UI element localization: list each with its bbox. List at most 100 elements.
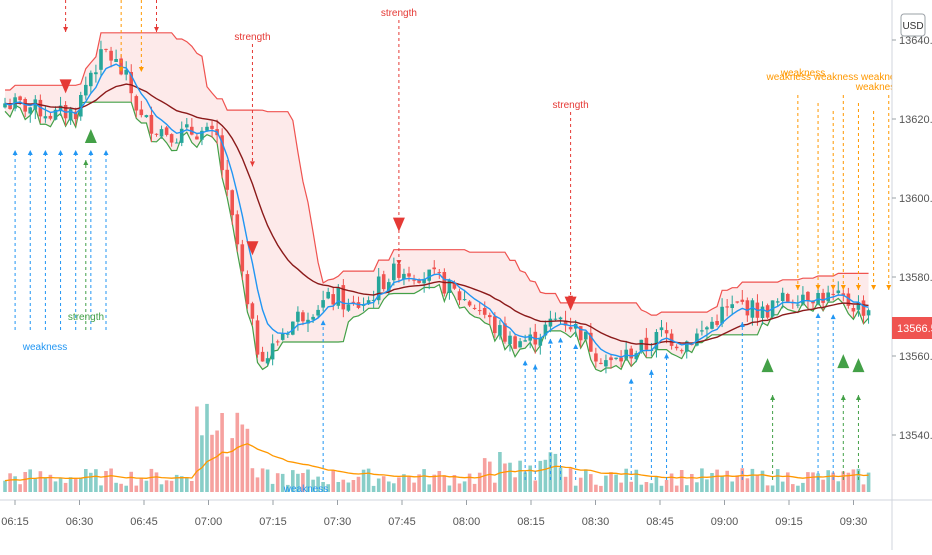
candle-body	[114, 59, 118, 62]
candle-body	[8, 103, 12, 109]
candle-body	[452, 282, 457, 289]
volume-bar	[63, 482, 68, 492]
volume-bar	[280, 473, 285, 492]
volume-bar	[205, 403, 209, 492]
candle-body	[326, 291, 330, 299]
candle-body	[826, 292, 830, 302]
volume-bar	[28, 469, 32, 492]
volume-bar	[649, 483, 654, 492]
volume-bar	[321, 482, 325, 492]
candle-body	[235, 214, 240, 245]
volume-bar	[301, 473, 305, 492]
volume-bar	[311, 479, 315, 492]
candle-body	[725, 306, 729, 308]
volume-bar	[210, 434, 214, 492]
band-fill	[5, 32, 869, 372]
candle-body	[624, 349, 628, 359]
volume-bar	[553, 453, 558, 492]
volume-bar	[200, 435, 204, 492]
volume-bar	[275, 473, 280, 492]
candle-body	[311, 316, 315, 320]
volume-bar	[477, 472, 482, 492]
candle-body	[568, 327, 573, 330]
volume-bar	[18, 484, 22, 492]
buy-triangle	[761, 358, 774, 373]
candle-body	[28, 107, 32, 114]
weakness-arrow-head	[795, 285, 801, 290]
candle-body	[265, 358, 270, 364]
green-arrow-bottom-head	[770, 395, 776, 400]
candle-body	[230, 190, 234, 216]
currency-button[interactable]: USD	[902, 21, 923, 32]
volume-bar	[185, 477, 189, 492]
volume-bar	[381, 476, 386, 492]
candle-body	[584, 331, 588, 340]
candle-body	[387, 282, 391, 292]
volume-bar	[457, 483, 462, 492]
volume-bar	[351, 480, 356, 492]
candle-body	[220, 135, 224, 171]
candle-body	[700, 330, 704, 332]
price-badge-bg	[892, 317, 932, 339]
candle-body	[260, 351, 265, 362]
time-tick-label: 07:30	[324, 516, 352, 528]
volume-bar	[508, 462, 512, 492]
volume-bar	[609, 472, 613, 492]
candle-body	[341, 285, 346, 310]
volume-bar	[79, 477, 83, 492]
volume-bar	[94, 469, 98, 492]
volume-bar	[498, 452, 502, 492]
volume-bar	[73, 478, 78, 492]
weakness-arrow-head	[886, 285, 892, 290]
time-tick-label: 07:45	[388, 516, 416, 528]
candle-body	[159, 129, 164, 137]
blue-arrow-bottom-head	[830, 314, 836, 320]
time-tick-label: 08:45	[646, 516, 674, 528]
candle-body	[205, 126, 209, 131]
time-tick-label: 06:30	[66, 516, 94, 528]
candle-body	[674, 346, 679, 349]
volume-bar	[179, 476, 184, 492]
volume-layer	[3, 403, 871, 492]
volume-bar	[336, 482, 341, 492]
volume-bar	[361, 469, 366, 492]
candle-body	[366, 300, 371, 305]
volume-bar	[190, 481, 194, 492]
volume-bar	[306, 469, 310, 492]
volume-bar	[679, 470, 684, 492]
band-upper-line	[5, 32, 869, 316]
candle-body	[482, 308, 487, 315]
candle-body	[169, 134, 174, 143]
volume-bar	[129, 471, 133, 492]
candle-body	[548, 318, 553, 327]
blue-arrow-bottom-head	[522, 360, 528, 366]
volume-bar	[291, 470, 295, 492]
candle-body	[720, 306, 724, 324]
weakness-label: weakness	[780, 68, 825, 79]
currency-button-frame[interactable]	[900, 13, 926, 37]
blue-arrow-bottom-head	[648, 369, 654, 375]
green-arrow-head	[83, 160, 89, 165]
volume-bar	[700, 468, 704, 492]
volume-bar	[488, 461, 492, 492]
candle-body	[594, 353, 598, 362]
volume-bar	[159, 484, 164, 492]
candle-body	[523, 340, 527, 342]
volume-bar	[104, 471, 108, 492]
volume-bar	[174, 474, 179, 492]
candle-body	[715, 321, 719, 325]
candle-body	[553, 318, 558, 320]
candle-body	[179, 128, 184, 143]
volume-bar	[195, 406, 199, 492]
candle-body	[861, 300, 866, 316]
volume-bar	[356, 476, 361, 492]
candle-body	[291, 321, 295, 335]
volume-bar	[750, 468, 755, 492]
candle-body	[639, 339, 644, 351]
indicator-lines-layer	[4, 63, 869, 358]
volume-bar	[594, 484, 598, 492]
candle-body	[195, 136, 199, 140]
volume-bar	[371, 485, 376, 492]
